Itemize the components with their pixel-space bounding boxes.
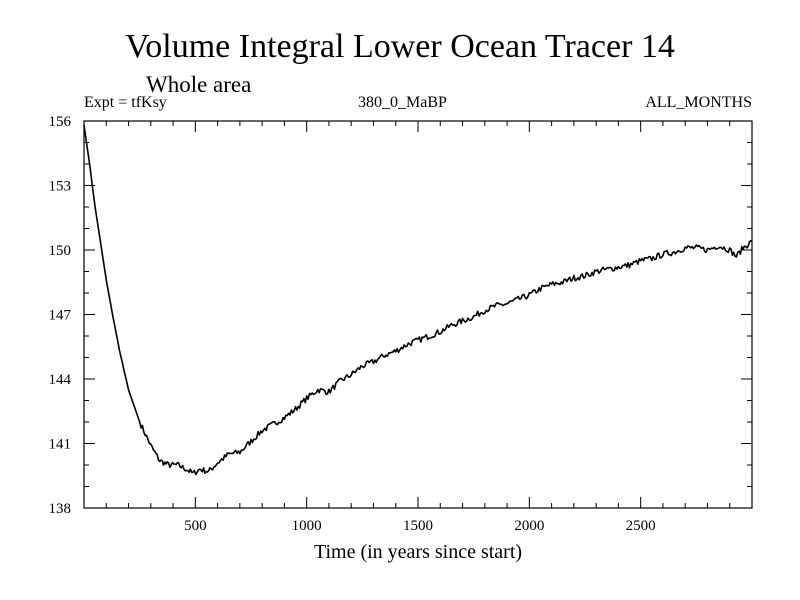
plot-frame xyxy=(83,120,753,509)
axis-tick-labels: 500 1000 1500 2000 2500 138 141 144 147 150 153 156 xyxy=(49,114,656,534)
y-tick-label: 153 xyxy=(49,179,72,195)
chart-title: Volume Integral Lower Ocean Tracer 14 xyxy=(125,28,675,65)
x-tick-label: 1500 xyxy=(403,518,433,534)
x-tick-label: 500 xyxy=(184,518,207,534)
months-label: ALL_MONTHS xyxy=(645,94,752,111)
x-axis-title: Time (in years since start) xyxy=(314,541,522,563)
chart-subtitle: Whole area xyxy=(146,72,252,97)
x-tick-label: 2000 xyxy=(514,518,544,534)
experiment-label: Expt = tfKsy xyxy=(84,94,167,111)
y-tick-label: 150 xyxy=(49,243,72,259)
y-tick-label: 144 xyxy=(49,372,72,388)
y-tick-label: 141 xyxy=(49,437,72,453)
x-tick-label: 1000 xyxy=(292,518,322,534)
axis-ticks xyxy=(84,120,752,509)
period-label: 380_0_MaBP xyxy=(358,94,447,111)
y-tick-label: 147 xyxy=(49,308,72,324)
y-tick-label: 156 xyxy=(49,114,72,130)
x-tick-label: 2500 xyxy=(626,518,656,534)
y-tick-label: 138 xyxy=(49,501,72,517)
data-series-line xyxy=(83,125,753,476)
